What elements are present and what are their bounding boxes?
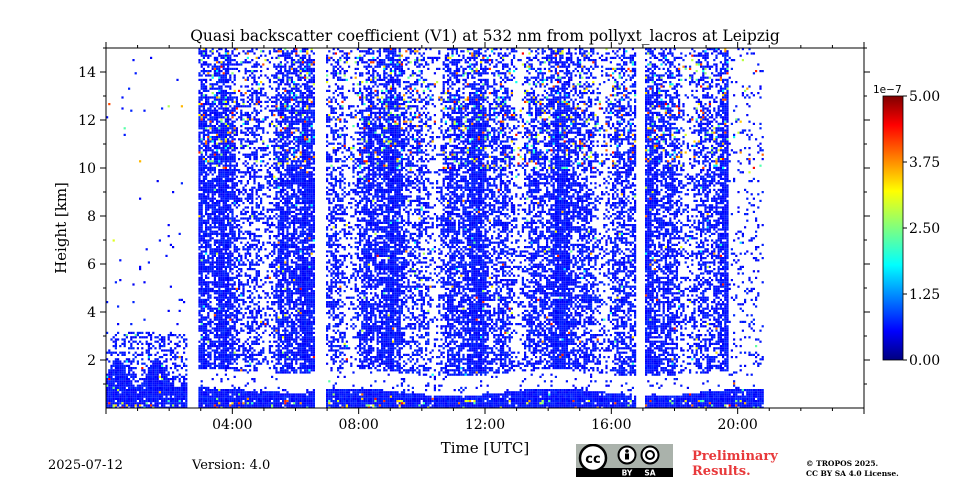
date-label: 2025-07-12 bbox=[48, 458, 123, 473]
y-tick-label: 6 bbox=[87, 257, 96, 273]
colorbar-tick-label: 0.00 bbox=[909, 353, 940, 369]
copyright-line-1: © TROPOS 2025. bbox=[806, 459, 956, 469]
y-axis-label: Height [km] bbox=[52, 182, 70, 274]
colorbar-tick-label: 1.25 bbox=[909, 287, 940, 303]
cc-by-label: BY bbox=[622, 469, 633, 478]
colorbar-ticks: 0.00 1.25 2.50 3.75 5.00 bbox=[903, 89, 940, 369]
preliminary-note: Preliminary Results. bbox=[692, 449, 802, 479]
colorbar bbox=[883, 96, 903, 360]
y-tick-label: 8 bbox=[87, 209, 96, 225]
x-axis-label: Time [UTC] bbox=[441, 439, 530, 457]
cc-license-badge: cc BY SA bbox=[576, 444, 673, 477]
colorbar-tick-label: 5.00 bbox=[909, 89, 940, 105]
cc-sa-label: SA bbox=[644, 469, 655, 478]
y-tick-label: 2 bbox=[87, 353, 96, 369]
heatmap-signal bbox=[106, 48, 764, 409]
x-tick-label: 04:00 bbox=[212, 417, 252, 433]
y-tick-label: 10 bbox=[78, 161, 96, 177]
colorbar-tick-label: 3.75 bbox=[909, 155, 940, 171]
colorbar-tick-label: 2.50 bbox=[909, 221, 940, 237]
copyright-note: © TROPOS 2025. CC BY SA 4.0 License. bbox=[806, 459, 956, 479]
x-tick-label: 08:00 bbox=[338, 417, 378, 433]
x-tick-label: 12:00 bbox=[465, 417, 505, 433]
y-tick-label: 14 bbox=[78, 65, 96, 81]
x-tick-label: 20:00 bbox=[717, 417, 757, 433]
version-label: Version: 4.0 bbox=[192, 458, 270, 473]
colorbar-exponent: 1e−7 bbox=[873, 84, 902, 96]
y-tick-label: 12 bbox=[78, 113, 96, 129]
x-tick-label: 16:00 bbox=[591, 417, 631, 433]
y-tick-label: 4 bbox=[87, 305, 96, 321]
copyright-line-2: CC BY SA 4.0 License. bbox=[806, 469, 956, 479]
